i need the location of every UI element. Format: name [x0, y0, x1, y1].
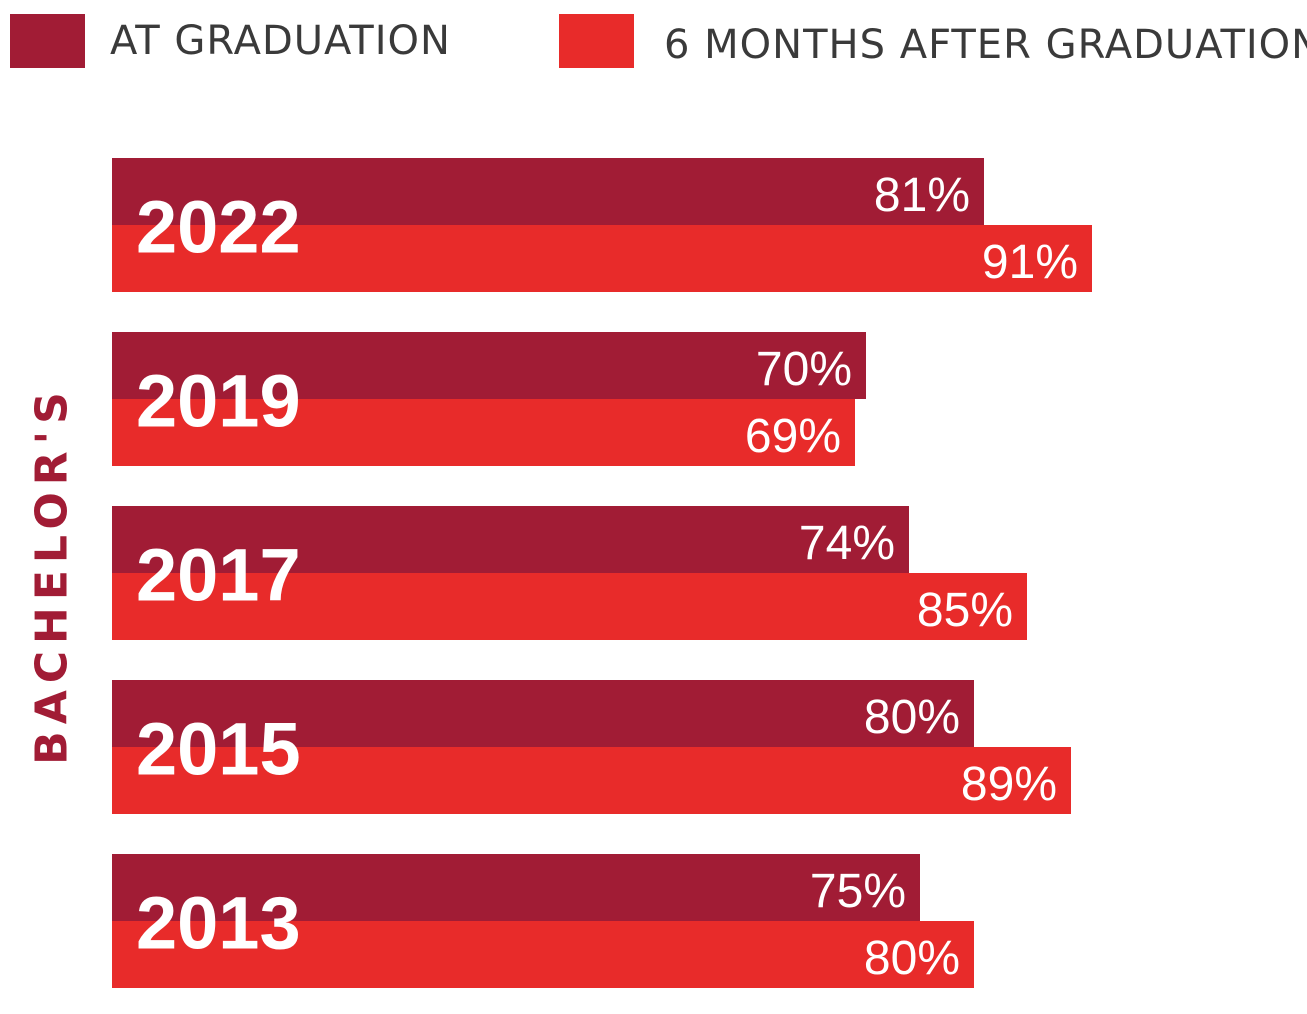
data-label-2022-series-1: 81%: [874, 169, 970, 222]
category-label-2013: 2013: [136, 882, 301, 965]
legend-swatch-1: [10, 14, 85, 68]
data-label-2015-series-1: 80%: [864, 691, 960, 744]
bar-2013-series-2: [112, 921, 974, 988]
bar-2019-series-2: [112, 399, 855, 466]
bar-2015-series-2: [112, 747, 1071, 814]
bar-group-2017: 74% 85% 2017: [112, 506, 1027, 640]
legend-label-1: AT GRADUATION: [110, 18, 451, 64]
data-label-2019-series-1: 70%: [756, 343, 852, 396]
data-label-2015-series-2: 89%: [961, 758, 1057, 811]
bar-group-2019: 70% 69% 2019: [112, 332, 866, 466]
bar-group-2022: 81%91% 2022: [112, 158, 1092, 292]
data-label-2017-series-1: 74%: [799, 517, 895, 570]
legend-swatch-2: [559, 14, 634, 68]
category-label-2017: 2017: [136, 534, 301, 617]
bar-2015-series-1: [112, 680, 974, 747]
data-label-2019-series-2: 69%: [745, 410, 841, 463]
bar-group-2013: 75% 80% 2013: [112, 854, 974, 988]
data-label-2013-series-2: 80%: [864, 932, 960, 985]
category-label-2015: 2015: [136, 708, 301, 791]
data-label-2017-series-2: 85%: [917, 584, 1013, 637]
legend-label-2: 6 MONTHS AFTER GRADUATION: [664, 22, 1307, 68]
bar-2017-series-1: [112, 506, 909, 573]
legend: AT GRADUATION 6 MONTHS AFTER GRADUATION: [10, 14, 1307, 68]
bar-2019-series-1: [112, 332, 866, 399]
bar-2022-series-2: [112, 225, 1092, 292]
data-label-2022-series-2: 91%: [982, 236, 1078, 289]
bar-2022-series-1: [112, 158, 984, 225]
category-label-2019: 2019: [136, 360, 301, 443]
bar-2017-series-2: [112, 573, 1027, 640]
category-label-2022: 2022: [136, 186, 301, 269]
bars: 81%91%202270%69%201974%85%201780%89%2015…: [112, 158, 1092, 988]
bar-2013-series-1: [112, 854, 920, 921]
group-label: BACHELOR'S: [27, 385, 78, 765]
data-label-2013-series-1: 75%: [810, 865, 906, 918]
bar-group-2015: 80%89% 2015: [112, 680, 1071, 814]
